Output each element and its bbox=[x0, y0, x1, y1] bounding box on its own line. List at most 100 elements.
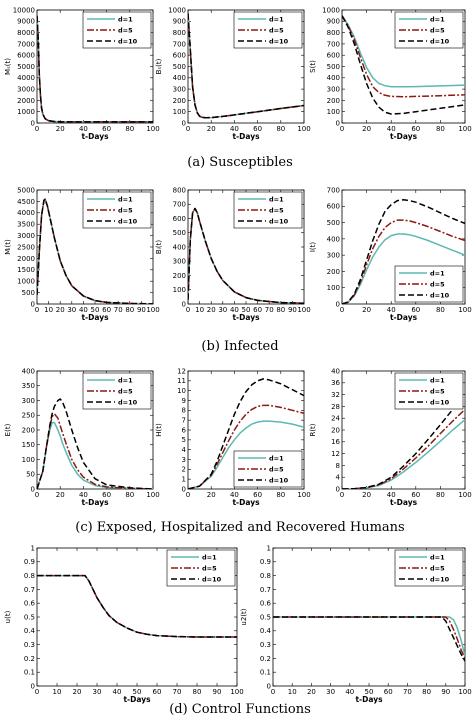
y-tick-label: 0.6 bbox=[260, 600, 272, 608]
y-tick-label: 500 bbox=[173, 63, 186, 71]
y-tick-label: 2000 bbox=[17, 97, 35, 105]
y-axis-label: S(t) bbox=[309, 60, 317, 73]
y-tick-label: 40 bbox=[331, 367, 340, 375]
x-axis-label: t-Days bbox=[355, 695, 383, 704]
legend-label: d=1 bbox=[430, 376, 445, 384]
legend: d=1 d=5 d=10 bbox=[233, 11, 303, 49]
x-tick-label: 20 bbox=[362, 306, 371, 314]
x-tick-label: 0 bbox=[271, 688, 275, 696]
x-tick-label: 70 bbox=[173, 688, 182, 696]
y-tick-label: 0.4 bbox=[260, 627, 272, 635]
x-tick-label: 20 bbox=[307, 688, 316, 696]
y-tick-label: 500 bbox=[22, 289, 35, 297]
x-tick-label: 40 bbox=[230, 125, 239, 133]
y-tick-label: 8000 bbox=[17, 29, 35, 37]
y-tick-label: 100 bbox=[173, 286, 186, 294]
y-axis-label: Mᵢ(t) bbox=[4, 239, 12, 255]
legend-box bbox=[82, 191, 152, 229]
x-tick-label: 20 bbox=[73, 688, 82, 696]
caption-d: (d) Control Functions bbox=[169, 702, 311, 717]
legend-label: d=10 bbox=[202, 575, 222, 583]
y-tick-label: 0.6 bbox=[24, 600, 36, 608]
x-tick-label: 40 bbox=[79, 491, 88, 499]
y-tick-label: 100 bbox=[327, 284, 340, 292]
caption-c: (c) Exposed, Hospitalized and Recovered … bbox=[75, 520, 404, 535]
series-group bbox=[342, 199, 465, 304]
x-axis-label: t-Days bbox=[232, 132, 260, 141]
series-line-d10 bbox=[188, 378, 304, 489]
legend-label: d=5 bbox=[118, 387, 133, 395]
x-tick-label: 0 bbox=[186, 306, 190, 314]
y-tick-label: 0 bbox=[267, 682, 271, 690]
legend-label: d=1 bbox=[430, 553, 445, 561]
y-tick-label: 0.1 bbox=[24, 669, 35, 677]
x-tick-label: 0 bbox=[186, 125, 190, 133]
y-tick-label: 0.7 bbox=[24, 586, 35, 594]
x-tick-label: 40 bbox=[387, 306, 396, 314]
legend-label: d=10 bbox=[430, 575, 450, 583]
legend-label: d=5 bbox=[118, 206, 133, 214]
x-tick-label: 50 bbox=[91, 306, 100, 314]
legend-label: d=1 bbox=[269, 454, 284, 462]
y-tick-label: 300 bbox=[173, 86, 186, 94]
x-tick-label: 60 bbox=[411, 125, 420, 133]
series-line-d5 bbox=[37, 15, 153, 123]
x-tick-label: 0 bbox=[35, 491, 39, 499]
x-axis-label: t-Days bbox=[81, 498, 109, 507]
x-tick-label: 0 bbox=[186, 491, 190, 499]
x-tick-label: 10 bbox=[195, 306, 204, 314]
y-tick-label: 5 bbox=[182, 436, 186, 444]
series-line-d5 bbox=[342, 219, 465, 304]
x-axis-label: t-Days bbox=[232, 498, 260, 507]
y-tick-label: 600 bbox=[327, 52, 340, 60]
x-tick-label: 80 bbox=[276, 306, 285, 314]
legend-label: d=5 bbox=[202, 564, 217, 572]
y-tick-label: 0.5 bbox=[24, 613, 35, 621]
y-tick-label: 0 bbox=[182, 300, 186, 308]
x-axis-label: t-Days bbox=[390, 313, 418, 322]
x-axis-label: t-Days bbox=[81, 132, 109, 141]
legend: d=1 d=5 d=10 bbox=[82, 372, 152, 410]
x-tick-label: 80 bbox=[125, 306, 134, 314]
x-tick-label: 90 bbox=[213, 688, 222, 696]
y-tick-label: 7000 bbox=[17, 40, 35, 48]
x-tick-label: 10 bbox=[53, 688, 62, 696]
y-tick-label: 12 bbox=[331, 450, 340, 458]
x-tick-label: 30 bbox=[93, 688, 102, 696]
panel-S-susceptible: 0 100 200 300 400 500 600 700 800 900 1000 0 20 40 60 8… bbox=[309, 6, 472, 141]
x-tick-label: 50 bbox=[242, 306, 251, 314]
y-tick-label: 4 bbox=[336, 474, 341, 482]
y-tick-label: 1000 bbox=[17, 278, 35, 286]
x-tick-label: 40 bbox=[230, 491, 239, 499]
legend-label: d=5 bbox=[269, 26, 284, 34]
legend-box bbox=[82, 11, 152, 49]
legend-label: d=1 bbox=[118, 376, 133, 384]
panel-u2-control: 00.10.20.30.40.50.60.70.80.910 10 20 30 40 50… bbox=[240, 544, 472, 704]
series-group bbox=[342, 394, 465, 489]
y-tick-label: 36 bbox=[331, 379, 340, 387]
y-tick-label: 400 bbox=[327, 235, 340, 243]
y-tick-label: 7 bbox=[182, 417, 186, 425]
series-group bbox=[37, 15, 153, 123]
legend-label: d=1 bbox=[430, 15, 445, 23]
y-tick-label: 400 bbox=[173, 74, 186, 82]
y-tick-label: 200 bbox=[327, 97, 340, 105]
y-tick-label: 1000 bbox=[322, 6, 340, 14]
y-tick-label: 0 bbox=[31, 682, 35, 690]
y-tick-label: 800 bbox=[173, 29, 186, 37]
y-tick-label: 4000 bbox=[17, 74, 35, 82]
y-tick-label: 400 bbox=[22, 367, 35, 375]
y-tick-label: 200 bbox=[327, 268, 340, 276]
y-tick-label: 2000 bbox=[17, 255, 35, 263]
legend-label: d=10 bbox=[430, 37, 450, 45]
x-tick-label: 40 bbox=[230, 306, 239, 314]
series-line-d10 bbox=[37, 398, 153, 489]
legend-label: d=1 bbox=[269, 15, 284, 23]
x-tick-label: 20 bbox=[362, 491, 371, 499]
x-tick-label: 90 bbox=[288, 306, 297, 314]
y-tick-label: 0.8 bbox=[24, 572, 35, 580]
y-tick-label: 200 bbox=[22, 426, 35, 434]
y-tick-label: 400 bbox=[173, 243, 186, 251]
y-tick-label: 0.7 bbox=[260, 586, 271, 594]
y-tick-label: 2 bbox=[182, 466, 186, 474]
